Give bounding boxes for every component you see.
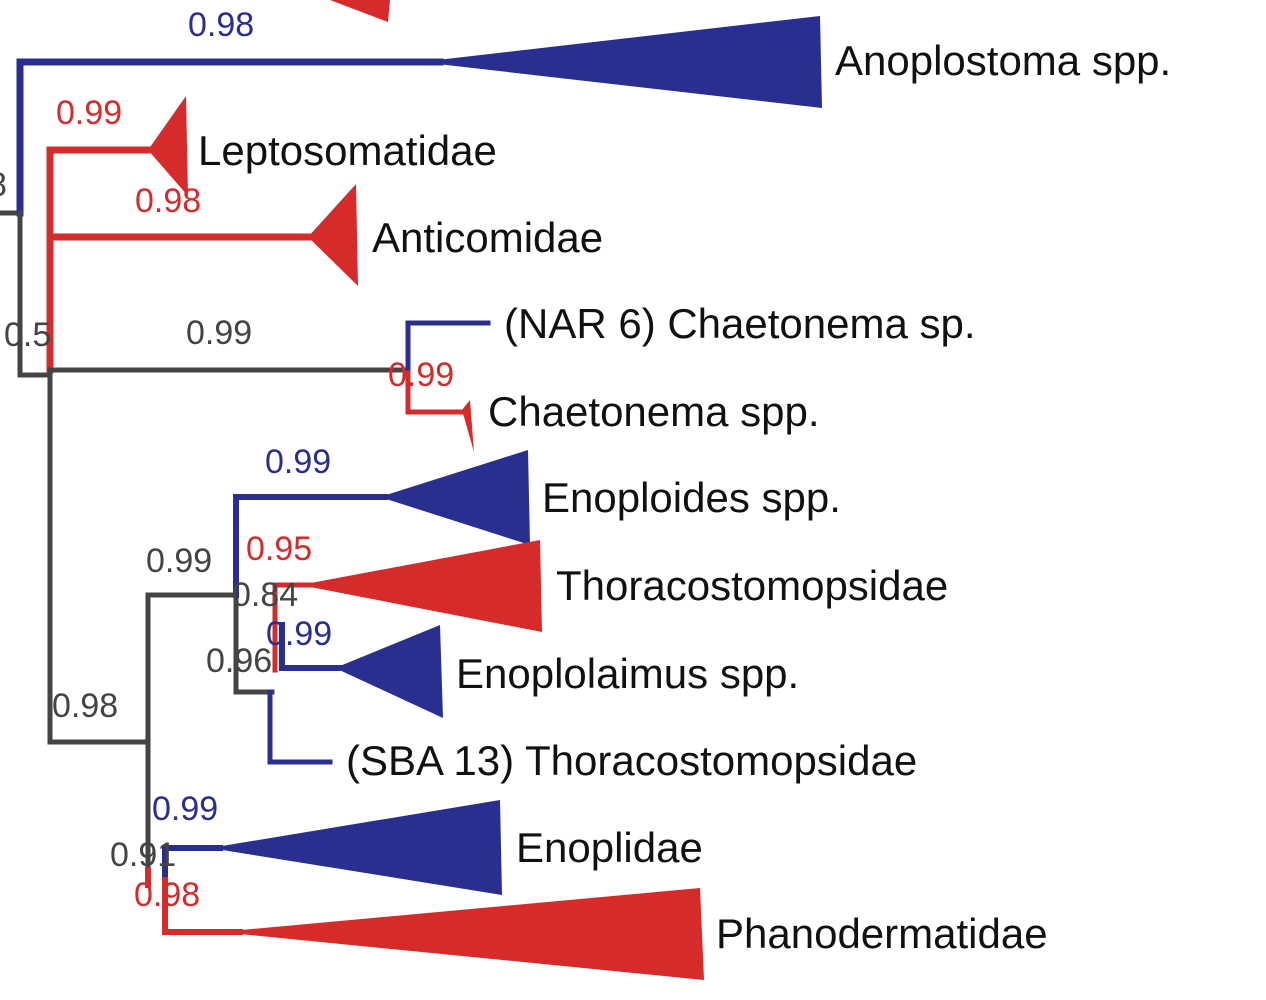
- branch-inner-grey: [233, 592, 275, 695]
- support-value: 8: [0, 166, 7, 204]
- branch-chaetonema-spp: [405, 370, 469, 415]
- branch-sba13: [267, 689, 333, 765]
- taxon-label-anticomidae: Anticomidae: [372, 214, 603, 261]
- clade-triangle-enoploides: [380, 450, 530, 545]
- clade-triangle-top-fragment: [330, 0, 390, 22]
- support-value: 0.98: [188, 6, 254, 44]
- branch-nar6: [405, 320, 491, 376]
- support-value: 0.99: [152, 790, 218, 828]
- support-value: 0.5: [4, 316, 51, 354]
- branch-root-lower: [17, 210, 53, 378]
- branch-enoplolaimus: [279, 622, 343, 671]
- support-value: 0.99: [388, 356, 454, 394]
- clade-triangle-enoplidae: [210, 800, 502, 895]
- taxon-label-anoplostoma: Anoplostoma spp.: [835, 37, 1171, 84]
- clade-triangle-thoracostomopsidae: [300, 540, 542, 632]
- clade-triangle-phanodermatidae: [220, 888, 704, 980]
- support-value: 0.98: [135, 182, 201, 220]
- support-value: 0.99: [146, 542, 212, 580]
- support-value: 0.95: [246, 530, 312, 568]
- taxon-label-nar6-chaetonema: (NAR 6) Chaetonema sp.: [504, 300, 976, 347]
- support-value: 0.96: [206, 642, 272, 680]
- support-value: 0.98: [52, 687, 118, 725]
- clade-triangle-enoplolaimus: [335, 625, 443, 718]
- branch-enoplidae: [162, 845, 223, 883]
- branch-enoploides: [233, 494, 388, 598]
- clade-triangle-anoplostoma: [420, 16, 822, 108]
- branch-phanodermatidae: [145, 867, 243, 935]
- branch-anoplostoma: [16, 58, 444, 217]
- taxon-label-sba13: (SBA 13) Thoracostomopsidae: [346, 737, 917, 784]
- support-value: 0.99: [186, 314, 252, 352]
- taxon-label-thoracostomopsidae: Thoracostomopsidae: [556, 562, 948, 609]
- support-value: 0.91: [110, 836, 176, 874]
- branch-lepto-anticom: [46, 146, 316, 374]
- taxon-label-leptosomatidae: Leptosomatidae: [198, 127, 497, 174]
- clade-triangle-anticomidae: [308, 184, 358, 286]
- taxon-label-phanodermatidae: Phanodermatidae: [716, 910, 1048, 957]
- clade-triangle-leptosomatidae: [148, 96, 188, 196]
- taxon-label-enoploides: Enoploides spp.: [542, 474, 841, 521]
- clade-triangle-chaetonema: [462, 400, 474, 452]
- taxon-label-enoplidae: Enoplidae: [516, 824, 703, 871]
- branch-backbone: [47, 367, 151, 745]
- branch-thoracostomopsidae: [272, 582, 313, 673]
- support-value: 0.99: [266, 615, 332, 653]
- taxon-label-chaetonema: Chaetonema spp.: [488, 388, 820, 435]
- taxon-label-enoplolaimus: Enoplolaimus spp.: [456, 650, 799, 697]
- branch-lower-vertical: [145, 592, 239, 873]
- support-value: 0.99: [56, 94, 122, 132]
- support-value: 0.98: [134, 876, 200, 914]
- support-value: 0.84: [232, 576, 298, 614]
- support-value: 0.99: [265, 443, 331, 481]
